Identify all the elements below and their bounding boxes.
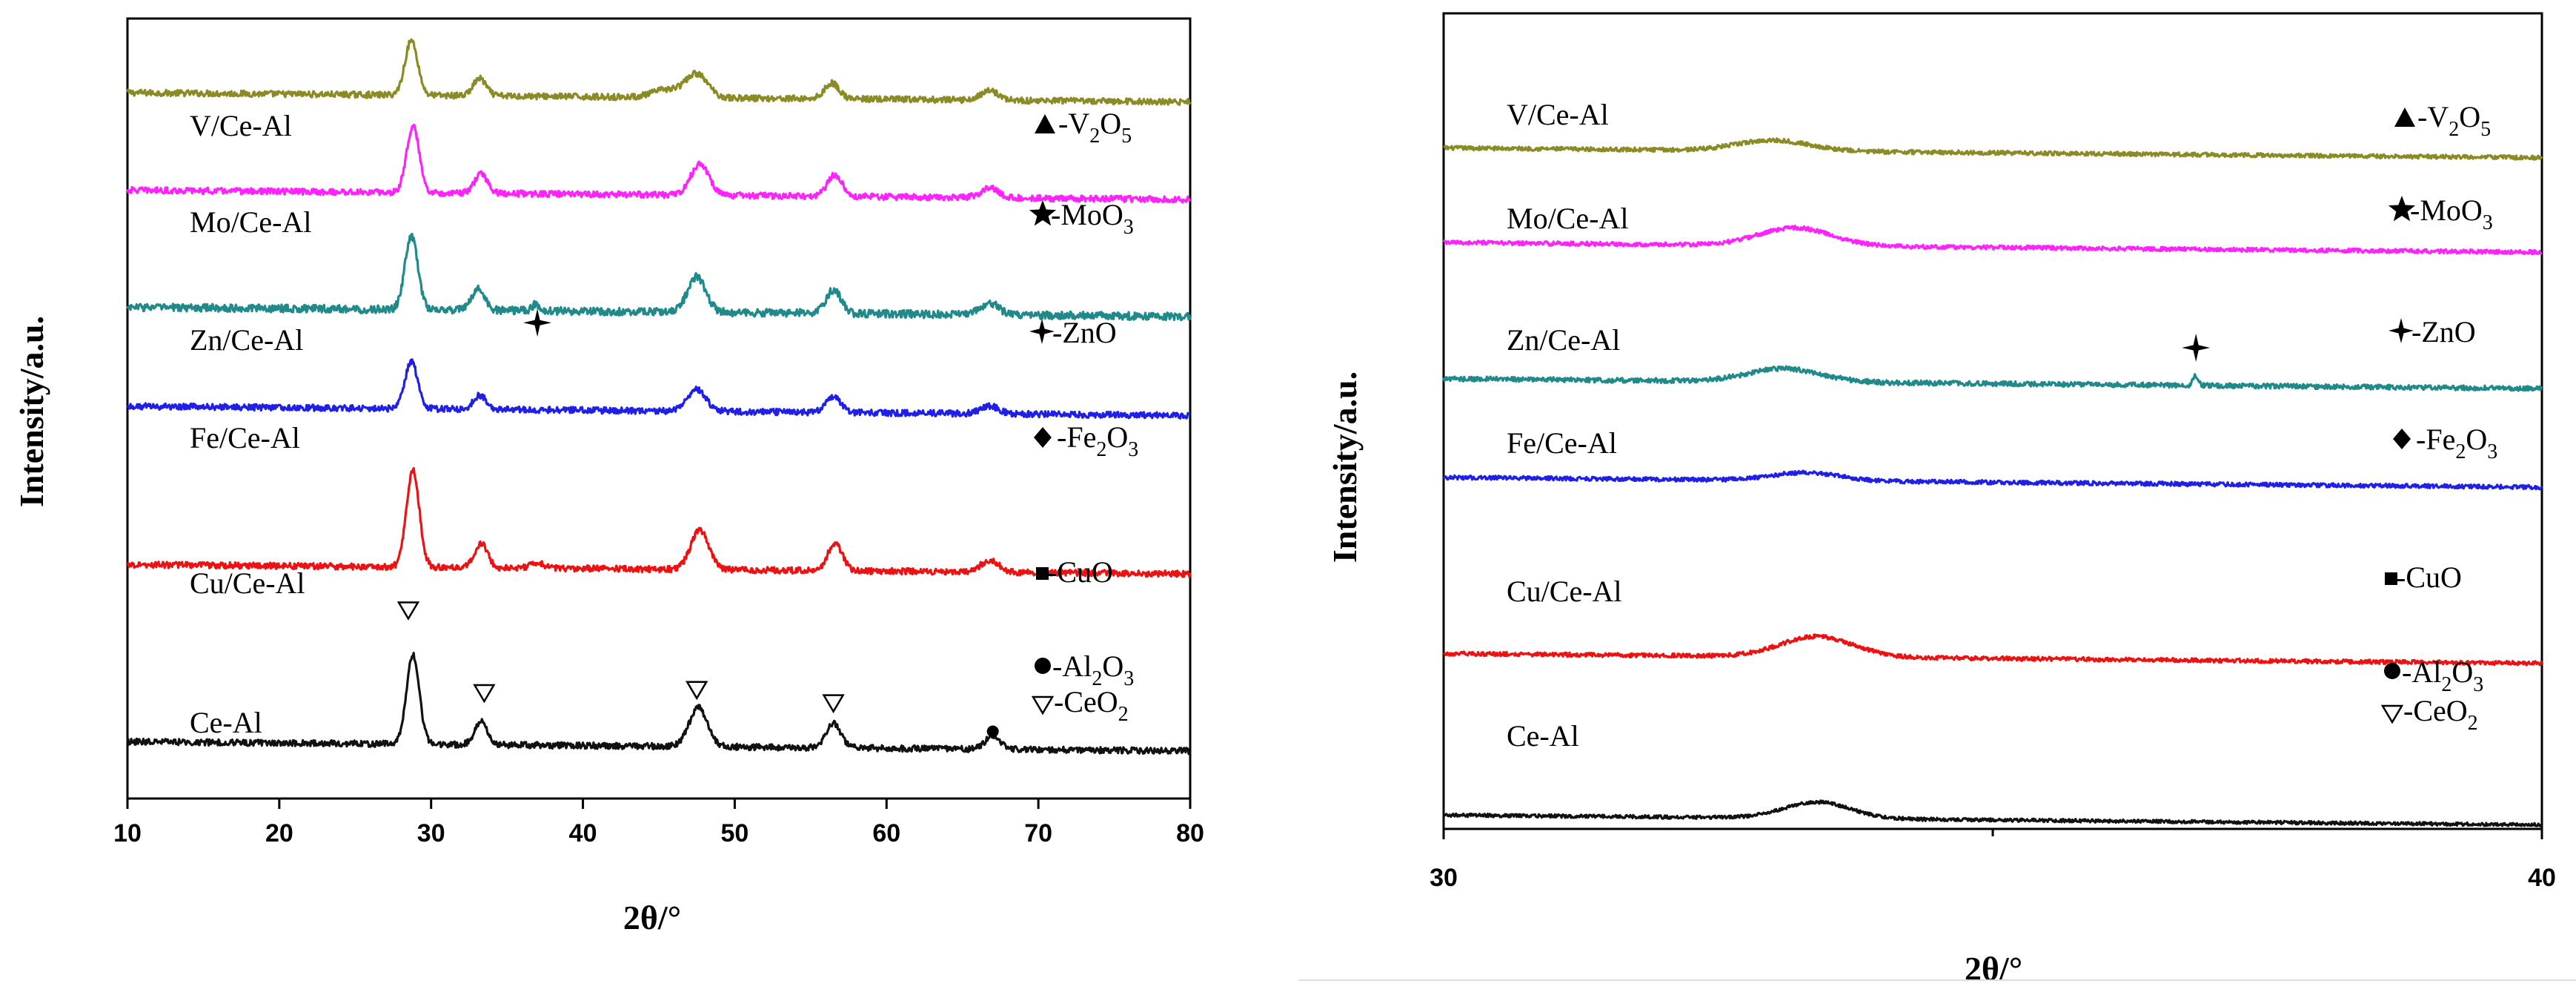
- series-line-ce-al: [126, 652, 1192, 756]
- legend-v2o5-right: -V2O5: [2417, 100, 2491, 141]
- left-annotations: [396, 308, 999, 738]
- legend-al2o3: -Al2O3: [1052, 649, 1134, 690]
- left-x-axis-label: 2θ/°: [623, 899, 681, 936]
- legend-fe2o3: -Fe2O3: [1057, 420, 1138, 461]
- left-label-v-ce-al: V/Ce-Al: [190, 109, 292, 142]
- series-line-zn-ce-al: [1442, 365, 2543, 392]
- right-series-group: [1442, 137, 2543, 827]
- x-tick-label: 70: [1024, 819, 1052, 847]
- zno-peak-marker-icon: [523, 308, 552, 337]
- left-label-zn-ce-al: Zn/Ce-Al: [190, 323, 303, 357]
- zno-peak-marker-icon: [2182, 334, 2211, 362]
- left-label-ce-al: Ce-Al: [190, 706, 262, 739]
- left-series-group: [126, 38, 1192, 756]
- diamond-icon: [1034, 427, 1052, 448]
- four-point-star-icon: [2389, 318, 2414, 343]
- triangle-up-icon: [1035, 114, 1055, 133]
- circle-icon: [1035, 658, 1051, 674]
- x-tick-label: 30: [1430, 864, 1458, 892]
- right-x-axis-label: 2θ/°: [1965, 950, 2022, 988]
- x-tick-label: 20: [265, 819, 293, 847]
- left-label-fe-ce-al: Fe/Ce-Al: [190, 421, 300, 454]
- triangle-down-open-icon: [1031, 695, 1055, 715]
- square-icon: [1036, 567, 1049, 580]
- right-label-v-ce-al: V/Ce-Al: [1507, 98, 1609, 131]
- triangle-down-open-icon: [2380, 704, 2404, 724]
- series-line-cu-ce-al: [127, 466, 1192, 578]
- legend-al2o3-right: -Al2O3: [2402, 655, 2483, 696]
- ceo2-peak-marker-icon: [473, 684, 496, 704]
- legend-moo3-right: -MoO3: [2410, 194, 2493, 234]
- four-point-star-icon: [1029, 319, 1055, 344]
- al2o3-peak-marker-icon: [986, 725, 999, 738]
- series-line-fe-ce-al: [126, 358, 1191, 420]
- series-line-ce-al: [1443, 799, 2543, 827]
- legend-v2o5: -V2O5: [1058, 107, 1132, 148]
- legend-ceo2-right: -CeO2: [2403, 694, 2478, 735]
- right-plot-frame: [1442, 12, 2543, 830]
- star-icon: [1029, 200, 1057, 226]
- x-tick-label: 40: [2528, 864, 2556, 892]
- right-label-cu-ce-al: Cu/Ce-Al: [1507, 575, 1622, 608]
- right-label-zn-ce-al: Zn/Ce-Al: [1507, 323, 1620, 357]
- legend-ceo2: -CeO2: [1054, 685, 1129, 726]
- left-y-axis-label: Intensity/a.u.: [13, 316, 50, 507]
- legend-moo3: -MoO3: [1051, 198, 1134, 239]
- right-xrd-panel: 30 40 V/Ce-Al Mo/Ce-Al Zn/Ce-Al Fe/Ce-Al …: [1298, 12, 2576, 988]
- series-line-mo-ce-al: [126, 123, 1192, 204]
- left-xrd-panel: 10 20 30 40 50 60 70 80 V/Ce-Al Mo/Ce-Al Zn/Ce-…: [13, 17, 1204, 936]
- x-tick-label: 10: [113, 819, 142, 847]
- right-x-ticks: 30 40: [1430, 829, 2556, 892]
- right-legend: -V2O5 -MoO3 -ZnO -Fe2O3 -CuO -Al2O3 -CeO…: [2380, 100, 2497, 735]
- left-legend: -V2O5 -MoO3 -ZnO -Fe2O3 -CuO -Al2O3 -CeO…: [1029, 107, 1138, 726]
- left-x-ticks: 10 20 30 40 50 60 70 80: [113, 799, 1204, 847]
- legend-cuo-right: -CuO: [2396, 561, 2462, 594]
- series-line-v-ce-al: [126, 38, 1192, 106]
- ceo2-peak-marker-icon: [686, 681, 708, 701]
- legend-zno-right: -ZnO: [2411, 315, 2476, 348]
- diamond-icon: [2393, 429, 2411, 449]
- x-tick-label: 50: [721, 819, 749, 847]
- series-line-fe-ce-al: [1442, 469, 2543, 491]
- x-tick-label: 30: [417, 819, 445, 847]
- right-label-mo-ce-al: Mo/Ce-Al: [1507, 202, 1628, 235]
- right-y-axis-label: Intensity/a.u.: [1326, 371, 1364, 563]
- left-label-cu-ce-al: Cu/Ce-Al: [190, 566, 305, 600]
- legend-zno: -ZnO: [1052, 316, 1117, 349]
- series-line-mo-ce-al: [1442, 225, 2543, 256]
- right-label-fe-ce-al: Fe/Ce-Al: [1507, 426, 1617, 460]
- star-icon: [2388, 196, 2416, 222]
- triangle-up-icon: [2394, 108, 2415, 127]
- x-tick-label: 60: [872, 819, 900, 847]
- left-plot-frame: [126, 17, 1192, 800]
- series-line-cu-ce-al: [1442, 633, 2543, 667]
- left-label-mo-ce-al: Mo/Ce-Al: [190, 205, 311, 239]
- right-annotations: [2182, 334, 2211, 362]
- ceo2-peak-marker-icon: [396, 601, 420, 621]
- legend-cuo: -CuO: [1047, 555, 1113, 589]
- x-tick-label: 80: [1176, 819, 1204, 847]
- right-label-ce-al: Ce-Al: [1507, 719, 1579, 753]
- legend-fe2o3-right: -Fe2O3: [2416, 423, 2497, 463]
- series-line-zn-ce-al: [126, 233, 1192, 322]
- series-line-v-ce-al: [1443, 137, 2543, 161]
- ceo2-peak-marker-icon: [822, 694, 845, 714]
- square-icon: [2385, 572, 2397, 585]
- circle-icon: [2384, 663, 2400, 679]
- x-tick-label: 40: [569, 819, 597, 847]
